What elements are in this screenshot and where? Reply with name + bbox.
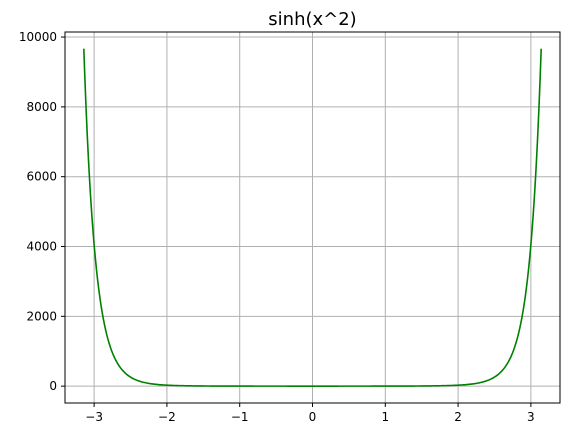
x-tick-label: 1 (381, 410, 389, 424)
y-tick-label: 2000 (26, 309, 57, 323)
x-tick-label: 2 (454, 410, 462, 424)
series-line (83, 48, 542, 387)
x-tick-label: −2 (158, 410, 176, 424)
x-tick-label: 3 (527, 410, 535, 424)
x-tick-label: 0 (309, 410, 317, 424)
chart-title: sinh(x^2) (268, 9, 356, 30)
y-tick-label: 4000 (26, 240, 57, 254)
y-tick-label: 8000 (26, 100, 57, 114)
y-tick-label: 0 (49, 379, 57, 393)
y-tick-label: 6000 (26, 170, 57, 184)
y-tick-label: 10000 (19, 30, 57, 44)
ticks (61, 36, 532, 407)
grid (65, 32, 560, 403)
series-layer (83, 48, 542, 387)
x-tick-label: −1 (231, 410, 249, 424)
x-tick-label: −3 (85, 410, 103, 424)
tick-labels: −3 −2 −1 0 1 2 3 0 2000 4000 6000 8000 10000 (19, 30, 535, 424)
